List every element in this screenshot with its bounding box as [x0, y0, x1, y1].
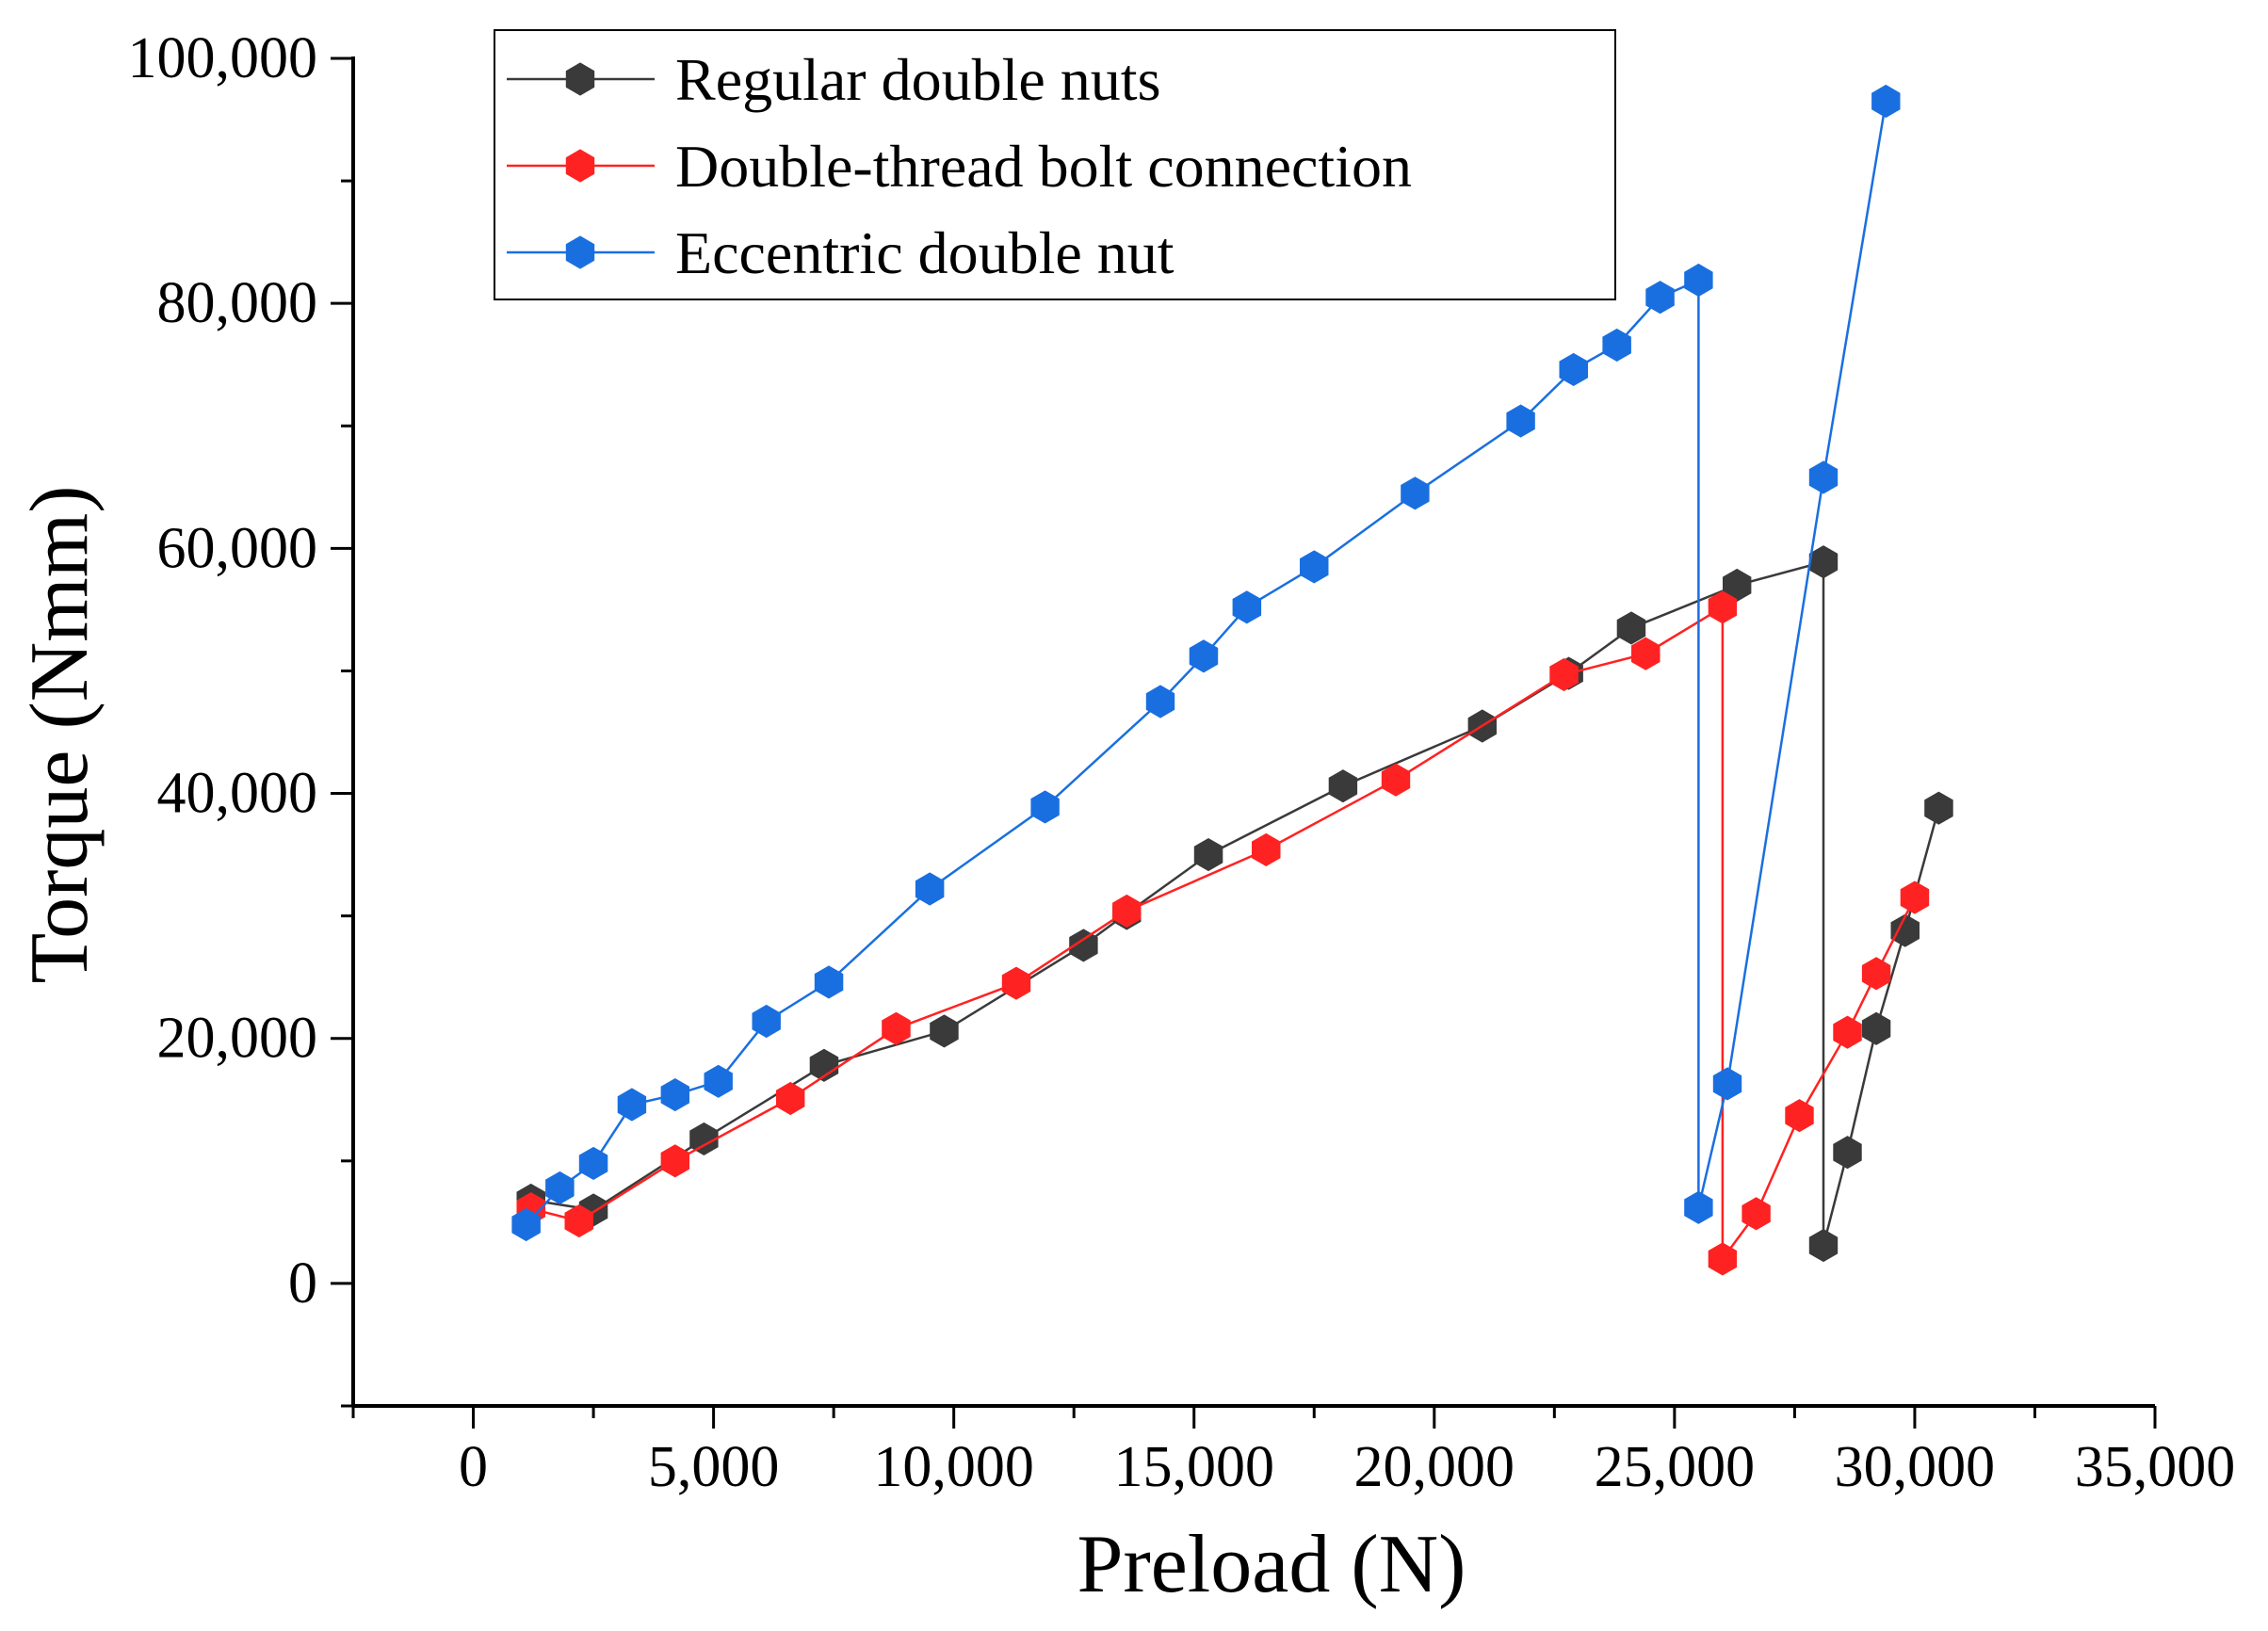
legend-marker	[565, 62, 595, 96]
y-tick-label: 80,000	[157, 271, 318, 335]
data-point	[704, 1064, 733, 1098]
x-axis-title: Preload (N)	[1077, 1519, 1466, 1610]
data-point	[930, 1014, 959, 1048]
data-point	[752, 1004, 781, 1039]
data-point	[809, 1048, 839, 1082]
x-tick-label: 5,000	[648, 1435, 780, 1499]
data-point	[1808, 1229, 1839, 1263]
data-point	[1833, 1015, 1862, 1049]
data-point	[1602, 328, 1631, 362]
data-point	[1924, 791, 1953, 825]
data-point	[1808, 460, 1839, 494]
data-point	[1232, 590, 1262, 624]
data-point	[1549, 657, 1579, 691]
legend-label: Double-thread bolt connection	[675, 133, 1412, 200]
data-point	[1708, 1242, 1738, 1276]
data-point	[1506, 404, 1535, 438]
data-point	[1189, 639, 1219, 673]
data-point	[1861, 957, 1891, 991]
data-point	[617, 1088, 647, 1122]
data-point	[564, 1204, 593, 1238]
data-point	[1001, 966, 1031, 1000]
y-tick-label: 0	[288, 1252, 317, 1316]
data-point	[814, 965, 844, 999]
data-point	[1712, 1067, 1742, 1101]
y-tick-label: 40,000	[157, 762, 318, 826]
data-point	[1645, 281, 1675, 315]
legend-label: Regular double nuts	[675, 46, 1160, 113]
data-point	[915, 872, 945, 906]
legend-label: Eccentric double nut	[675, 219, 1174, 286]
data-point	[1631, 637, 1660, 670]
y-tick-label: 60,000	[157, 516, 318, 580]
data-point	[1900, 880, 1930, 914]
legend-marker	[565, 235, 595, 269]
data-point	[1723, 568, 1752, 602]
series-3	[511, 84, 1901, 1242]
data-point	[1300, 550, 1329, 584]
x-tick-label: 25,000	[1595, 1435, 1756, 1499]
data-point	[1684, 263, 1713, 298]
data-point	[1145, 685, 1175, 719]
data-point	[1833, 1136, 1862, 1170]
y-tick-label: 100,000	[128, 26, 318, 90]
data-point	[1112, 894, 1142, 928]
data-point	[1401, 476, 1430, 510]
data-point	[1890, 913, 1920, 947]
y-axis-title: Torque (Nmm)	[14, 485, 105, 983]
data-point	[1559, 352, 1588, 386]
series-2	[516, 590, 1930, 1276]
x-tick-label: 0	[459, 1435, 488, 1499]
x-tick-label: 20,000	[1354, 1435, 1515, 1499]
data-point	[511, 1207, 541, 1242]
legend-box	[494, 29, 1616, 300]
data-point	[1616, 611, 1646, 645]
x-tick-label: 35,000	[2075, 1435, 2236, 1499]
data-point	[1193, 838, 1223, 872]
data-point	[1708, 590, 1738, 624]
data-point	[1785, 1099, 1814, 1133]
x-tick-label: 15,000	[1113, 1435, 1274, 1499]
data-point	[660, 1144, 689, 1178]
data-point	[1871, 84, 1901, 119]
data-point	[776, 1081, 805, 1116]
data-point	[1861, 1011, 1891, 1045]
data-point	[660, 1078, 689, 1112]
legend: Regular double nuts Double-thread bolt co…	[494, 29, 1616, 300]
data-point	[578, 1146, 608, 1180]
y-tick-label: 20,000	[157, 1007, 318, 1071]
data-point	[1069, 929, 1098, 962]
data-point	[1742, 1197, 1771, 1231]
data-point	[882, 1011, 911, 1045]
data-point	[1252, 832, 1281, 866]
legend-marker	[565, 149, 595, 183]
data-point	[1808, 545, 1839, 579]
x-tick-label: 10,000	[873, 1435, 1034, 1499]
series-line	[530, 605, 1917, 1263]
x-tick-label: 30,000	[1835, 1435, 1996, 1499]
data-point	[1328, 769, 1358, 803]
data-point	[545, 1171, 575, 1204]
data-point	[1030, 790, 1060, 824]
data-point	[1381, 763, 1411, 797]
axes: 0 5,000 10,000 15,000 20,000 25,000 30,000 35,0…	[128, 26, 2236, 1499]
series-group	[511, 84, 1953, 1276]
data-point	[1684, 1190, 1713, 1224]
data-point	[689, 1122, 719, 1155]
